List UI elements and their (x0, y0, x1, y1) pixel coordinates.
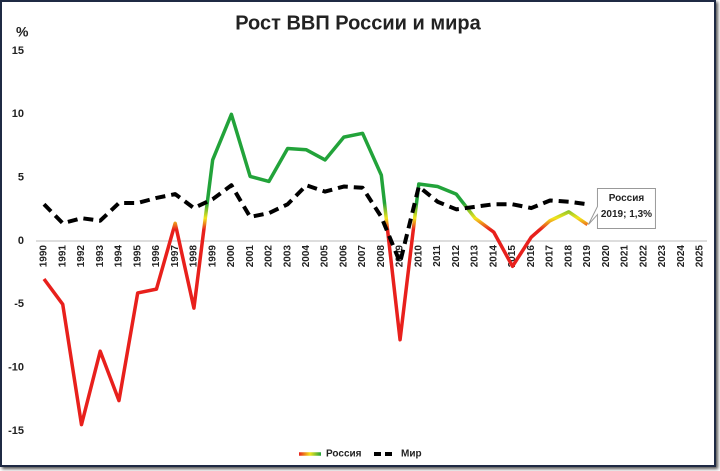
x-tick-label: 2006 (338, 245, 349, 268)
x-tick-label: 2001 (245, 245, 256, 268)
x-tick-label: 2012 (451, 245, 462, 268)
x-tick-label: 2004 (301, 245, 312, 268)
x-tick-label: 1992 (76, 245, 87, 268)
x-tick-label: 2003 (282, 245, 293, 268)
x-tick-label: 2020 (601, 245, 612, 268)
y-axis-label: % (16, 24, 29, 40)
x-tick-label: 2005 (320, 245, 331, 268)
x-tick-label: 1993 (95, 245, 106, 268)
x-tick-label: 2011 (432, 245, 443, 267)
series-line (42, 183, 588, 265)
x-tick-label: 1994 (114, 245, 125, 268)
y-tick-label: -5 (14, 298, 24, 310)
x-tick-label: 1998 (189, 245, 200, 268)
y-tick-label: 0 (18, 235, 24, 247)
x-tick-label: 2002 (264, 245, 275, 268)
legend-label: Россия (326, 449, 362, 460)
x-tick-label: 2024 (676, 245, 687, 268)
annotation-text: 2019; 1,3% (601, 209, 652, 220)
x-tick-label: 1995 (132, 245, 143, 268)
chart-title: Рост ВВП России и мира (235, 12, 481, 34)
y-tick-label: 15 (12, 45, 24, 57)
y-tick-label: 10 (12, 108, 24, 120)
annotation-box (588, 188, 656, 230)
x-tick-label: 2022 (638, 245, 649, 268)
x-tick-label: 2023 (657, 245, 668, 268)
series-line (42, 112, 589, 427)
x-tick-label: 1990 (39, 245, 50, 268)
annotation-text: Россия (609, 193, 645, 204)
legend-label: Мир (401, 449, 422, 460)
x-tick-label: 2014 (488, 245, 499, 268)
x-tick-label: 2019 (582, 245, 593, 268)
x-tick-label: 2007 (357, 245, 368, 268)
x-tick-label: 2008 (376, 245, 387, 268)
chart: Рост ВВП России и мира % -15 -10 -5 0 5 10 15 1… (8, 12, 707, 460)
x-tick-label: 2013 (470, 245, 481, 268)
x-tick-label: 2000 (226, 245, 237, 268)
x-tick-label: 2015 (507, 245, 518, 268)
x-tick-label: 2021 (620, 245, 631, 268)
x-tick-label: 2025 (695, 245, 706, 268)
y-tick-label: -15 (8, 425, 24, 437)
y-tick-label: 5 (18, 172, 24, 184)
y-tick-label: -10 (8, 362, 24, 374)
x-tick-label: 2016 (526, 245, 537, 268)
x-tick-label: 1996 (151, 245, 162, 268)
x-tick-label: 2017 (545, 245, 556, 268)
x-tick-label: 2018 (563, 245, 574, 268)
x-tick-label: 1999 (207, 245, 218, 268)
x-tick-label: 1991 (57, 245, 68, 268)
x-tick-label: 2010 (413, 245, 424, 268)
x-tick-label: 1997 (170, 245, 181, 268)
